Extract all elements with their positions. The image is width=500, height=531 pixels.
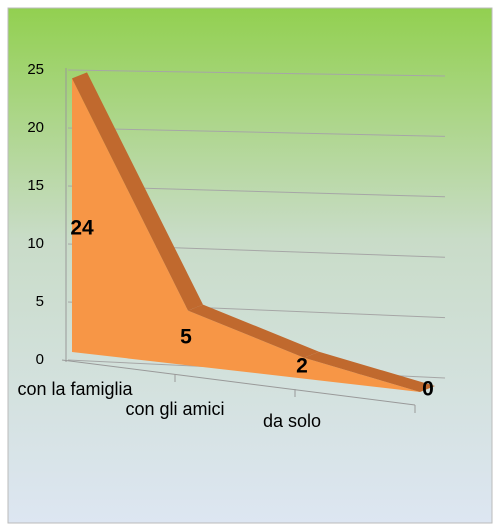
area-top (188, 304, 319, 358)
data-label: 5 (180, 326, 192, 349)
y-tick-label: 5 (36, 293, 44, 310)
y-tick-label: 10 (27, 235, 44, 252)
y-tick-label: 20 (27, 119, 44, 136)
area (72, 78, 420, 393)
data-label: 0 (422, 378, 434, 401)
x-tick-label: con la famiglia (17, 379, 133, 399)
grid-line (67, 127, 446, 137)
area-top (72, 72, 203, 311)
y-tick-label: 15 (27, 177, 44, 194)
x-tick-label: da solo (262, 411, 322, 431)
x-tick-label: con gli amici (125, 399, 225, 419)
data-label: 2 (296, 355, 308, 378)
x-axis (61, 359, 416, 406)
y-tick-label: 25 (27, 61, 44, 78)
grid-line (67, 69, 446, 77)
y-tick-label: 0 (36, 351, 44, 368)
data-label: 24 (70, 216, 94, 239)
area-top (304, 351, 435, 392)
